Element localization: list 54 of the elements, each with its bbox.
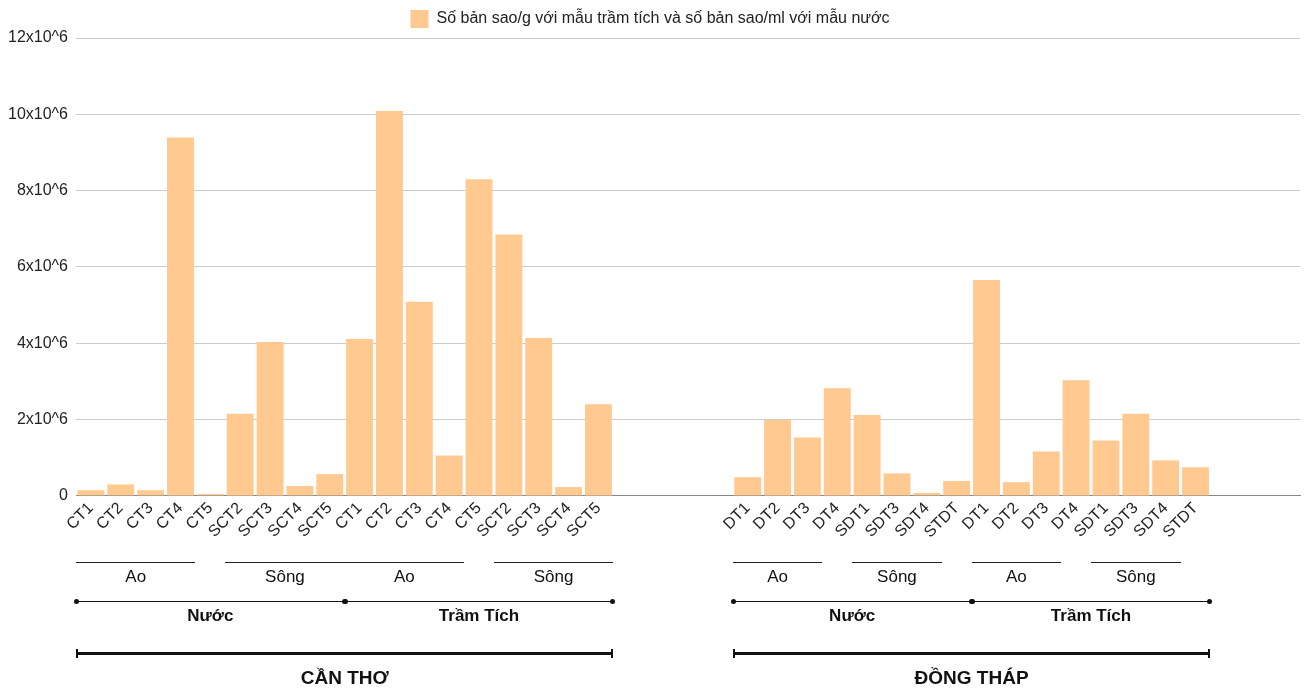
legend-label: Số bản sao/g với mẫu trầm tích và số bản sao/ml với mẫu nước — [436, 8, 890, 27]
bar — [823, 388, 851, 496]
y-tick-label: 6x10^6 — [16, 257, 69, 275]
bar — [943, 481, 971, 496]
text: Nước — [828, 606, 877, 626]
text: Ao — [766, 567, 789, 587]
text: Sông — [532, 567, 575, 587]
bar — [1062, 380, 1090, 496]
text: Sông — [1114, 567, 1157, 587]
text: Ao — [124, 567, 148, 587]
bar — [585, 404, 612, 496]
bar — [465, 179, 493, 496]
bar — [137, 490, 165, 496]
bar — [853, 414, 881, 496]
y-tick-label: 2x10^6 — [16, 409, 69, 427]
bar — [1092, 440, 1120, 496]
bar — [286, 485, 314, 496]
bar — [435, 455, 463, 496]
bar — [167, 137, 194, 496]
bar — [226, 413, 254, 496]
y-tick-label: 0 — [59, 486, 69, 504]
bar — [346, 339, 374, 496]
bar — [764, 419, 791, 496]
y-tick-label: 12x10^6 — [8, 28, 69, 46]
bar — [525, 337, 553, 496]
bar — [107, 484, 135, 496]
y-tick-label: 8x10^6 — [16, 181, 69, 199]
y-tick-label: 10x10^6 — [8, 104, 69, 122]
bar — [256, 342, 284, 496]
text: Nước — [186, 606, 235, 626]
bar — [793, 437, 821, 496]
text: Ao — [1005, 567, 1028, 587]
bar — [405, 301, 433, 496]
bar — [1122, 413, 1150, 496]
text: Sông — [264, 567, 306, 587]
bar — [1032, 451, 1060, 496]
bar — [555, 487, 583, 496]
bar — [883, 473, 911, 496]
text: Ao — [392, 567, 416, 587]
text: Trầm Tích — [1049, 606, 1133, 626]
bar — [1002, 482, 1030, 496]
bar — [376, 110, 403, 496]
bar — [734, 477, 762, 496]
bar — [973, 279, 1000, 496]
text: ĐỒNG THÁP — [913, 667, 1030, 689]
y-tick-label: 4x10^6 — [16, 333, 69, 351]
bar — [495, 234, 523, 496]
bar — [77, 490, 105, 496]
text: Trầm Tích — [437, 606, 521, 626]
bar — [1152, 460, 1180, 496]
bar — [316, 474, 344, 496]
text: Sông — [876, 567, 918, 587]
bar — [1182, 467, 1209, 496]
text: CẦN THƠ — [299, 667, 390, 689]
